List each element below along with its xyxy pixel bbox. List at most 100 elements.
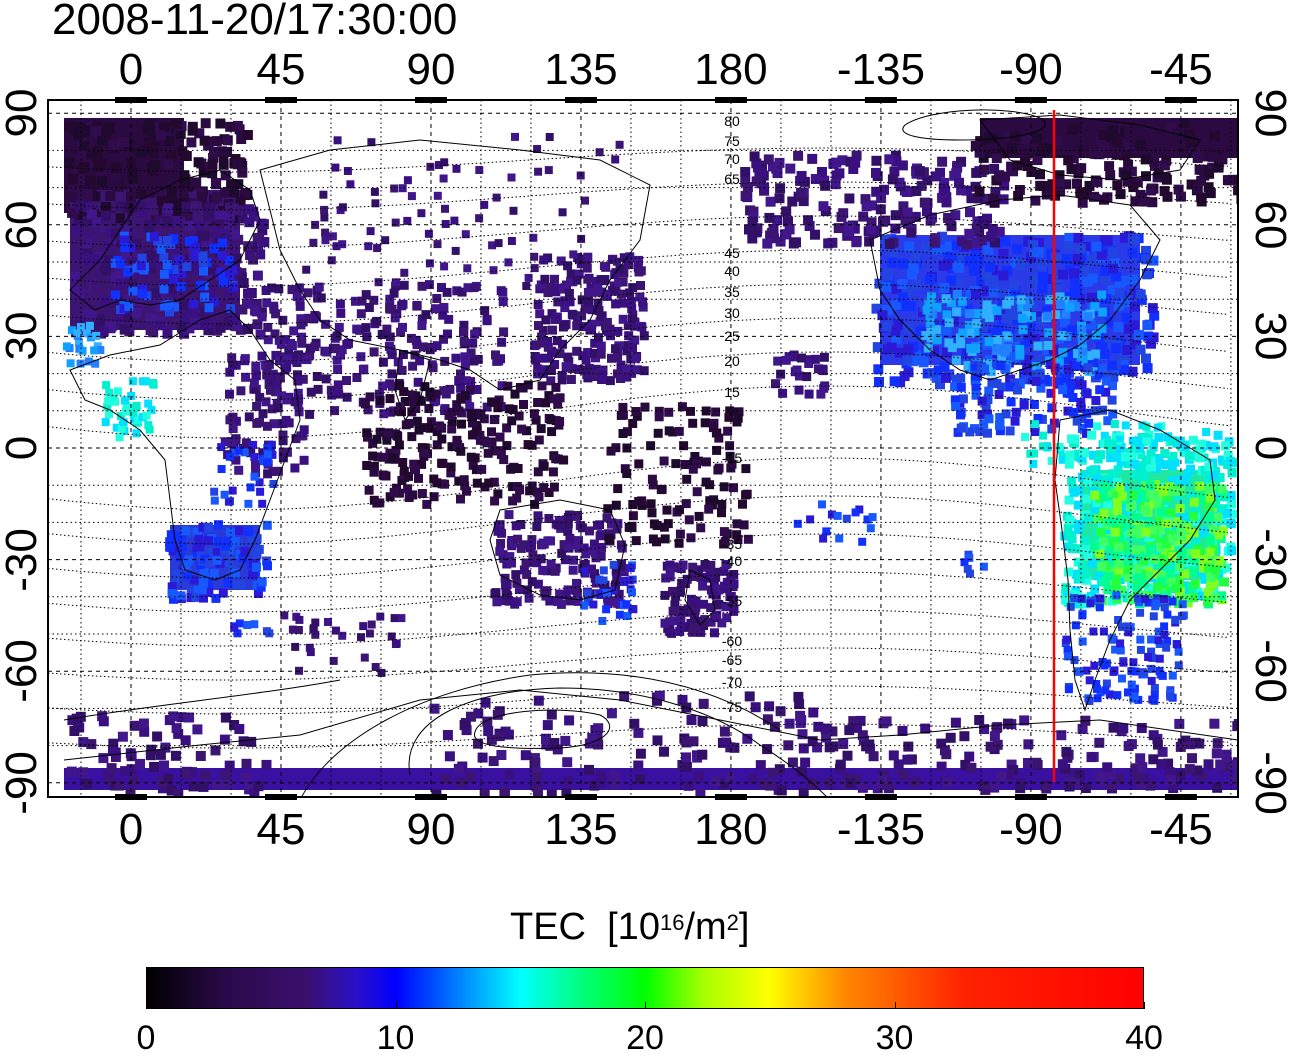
tec-pixel [105,191,116,201]
tec-pixel [262,627,271,636]
tec-pixel [119,418,128,427]
tec-pixel [358,365,368,375]
tec-pixel [1042,305,1052,316]
tec-pixel [1077,723,1088,734]
tec-pixel [992,335,1002,345]
tec-pixel [184,215,195,225]
tec-pixel [937,231,948,242]
tec-pixel [487,437,497,447]
tec-pixel [431,389,441,399]
tec-pixel [505,552,515,562]
tec-pixel [113,387,122,396]
tec-pixel [1112,180,1123,191]
tec-pixel [1131,545,1141,555]
tec-pixel [545,596,555,606]
tec-pixel [1145,480,1155,490]
tec-pixel [122,401,131,410]
tec-pixel [133,295,144,306]
tec-pixel [1218,457,1227,466]
tec-pixel [1133,501,1143,511]
tec-pixel [364,242,373,251]
tec-pixel [578,351,588,361]
tec-pixel [1007,352,1018,363]
tec-pixel [979,419,989,429]
tec-pixel [508,463,518,473]
tec-pixel [128,286,138,296]
tec-pixel [950,395,960,405]
tec-pixel [574,536,583,546]
tec-pixel [70,282,81,293]
tec-pixel [372,434,382,444]
tec-pixel [536,554,546,564]
tec-pixel [692,459,702,469]
tec-pixel [612,573,622,583]
tec-pixel [1101,482,1111,492]
tec-pixel [148,204,159,215]
tec-pixel [1091,349,1101,359]
tec-pixel [989,163,1000,174]
tec-pixel [243,288,253,299]
magnetic-latitude-contour [48,533,1229,579]
tec-pixel [922,175,933,186]
tec-pixel [237,304,248,315]
tec-pixel [1069,268,1080,279]
tec-pixel [525,486,535,496]
tec-pixel [533,369,543,379]
left-lat-label-2: 30 [0,311,46,361]
tec-pixel [1047,403,1057,413]
tec-pixel [377,668,386,677]
tec-pixel [209,244,219,254]
tec-pixel [1064,567,1074,577]
tec-pixel [251,361,261,371]
tec-pixel [635,292,645,302]
tec-pixel [1175,562,1185,572]
tec-pixel [207,168,218,179]
tec-pixel [773,356,783,366]
tec-pixel [983,395,993,405]
tec-pixel [771,379,780,389]
tec-pixel [456,383,466,393]
tec-pixel [133,415,142,424]
tec-pixel [1207,162,1218,173]
tec-pixel [256,487,265,496]
bottom-lon-label-5: -135 [836,805,925,854]
tec-pixel [630,335,640,345]
tec-pixel [561,787,572,797]
tec-pixel [227,353,237,363]
tec-pixel [255,249,266,260]
tec-pixel [1089,191,1099,202]
tec-pixel [64,121,75,132]
tec-pixel [713,584,723,594]
tec-pixel [898,201,909,212]
tec-pixel [164,136,175,147]
tec-pixel [320,205,329,214]
magnetic-contour-solid [408,687,828,797]
tec-pixel [249,378,259,388]
tec-pixel [620,577,629,586]
tec-pixel [1116,646,1125,655]
tec-pixel [442,730,453,740]
tec-pixel [1135,189,1146,200]
tec-pixel [1074,486,1084,496]
tec-pixel [794,385,804,395]
tec-pixel [1181,442,1190,452]
tec-pixel [176,321,187,332]
tec-pixel [1032,133,1042,143]
tec-pixel [163,224,174,235]
tec-pixel [1101,387,1111,397]
tec-pixel [378,357,388,367]
tec-pixel [699,621,709,630]
tec-pixel [211,179,222,190]
tec-pixel [966,569,974,578]
tec-pixel [871,186,882,197]
tec-pixel [595,148,604,157]
tec-pixel [905,301,916,312]
tec-pixel [742,733,753,744]
tec-pixel [1146,185,1157,196]
tec-pixel [231,321,242,332]
tec-pixel [483,448,493,458]
top-lon-label-0: 0 [118,45,144,94]
tec-pixel [156,244,166,254]
tec-pixel [583,287,593,297]
tec-pixel [963,361,973,371]
